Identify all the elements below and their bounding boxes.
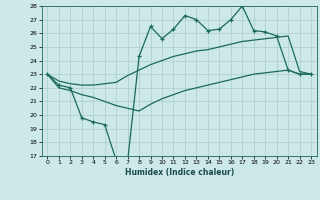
X-axis label: Humidex (Indice chaleur): Humidex (Indice chaleur) [124,168,234,177]
